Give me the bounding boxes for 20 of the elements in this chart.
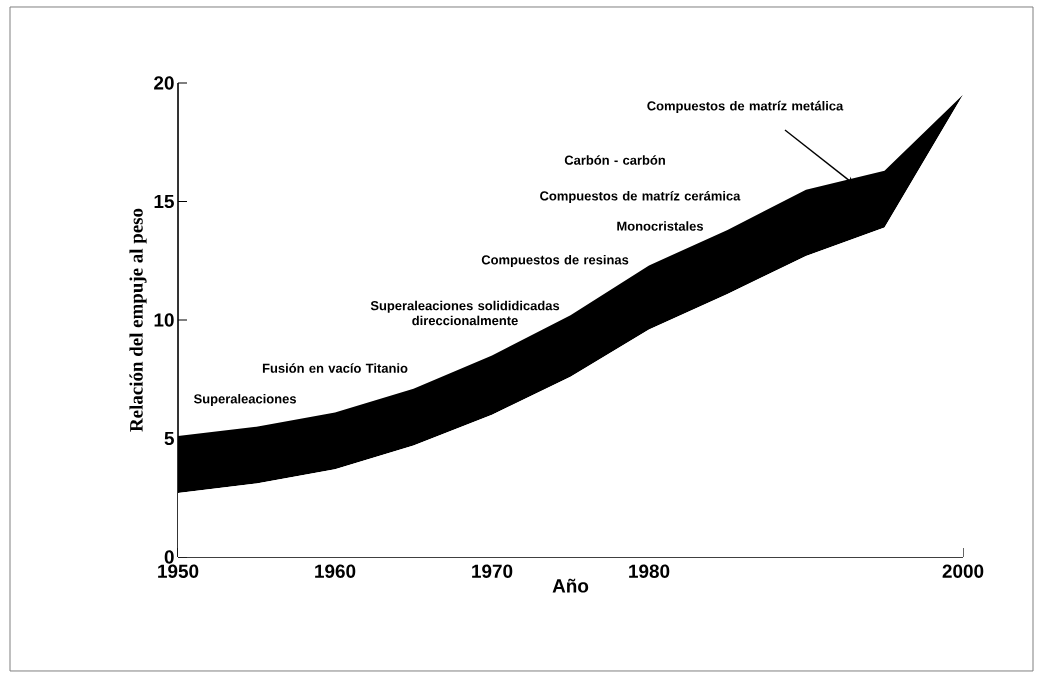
annotation: Carbón - carbón: [564, 155, 665, 165]
x-tick-label: 2000: [942, 564, 984, 578]
annotation: Superaleaciones solididicadas direccionalmente: [370, 300, 560, 326]
annotation: Compuestos de matríz cerámica: [540, 190, 741, 204]
y-tick-label: 20: [154, 76, 174, 90]
y-tick-label: 5: [164, 431, 174, 446]
y-tick-label: 10: [154, 313, 174, 327]
x-tick-label: 1970: [472, 564, 513, 578]
annotation: Monocristales: [617, 221, 704, 231]
y-tick-label: 0: [164, 550, 174, 564]
y-axis-title: Relación del empuje al peso: [129, 208, 147, 432]
annotation: Compuestos de resinas: [481, 254, 629, 268]
x-tick-label: 1950: [158, 564, 199, 578]
annotation: Superaleaciones: [193, 393, 296, 407]
x-tick-label: 1980: [629, 564, 670, 578]
annotation: Compuestos de matríz metálica: [647, 100, 844, 114]
x-tick-label: 1960: [315, 564, 356, 578]
annotation: Fusión en vacío Titanio: [262, 363, 408, 373]
y-tick-label: 15: [154, 194, 174, 209]
x-axis-title: Año: [552, 578, 589, 593]
